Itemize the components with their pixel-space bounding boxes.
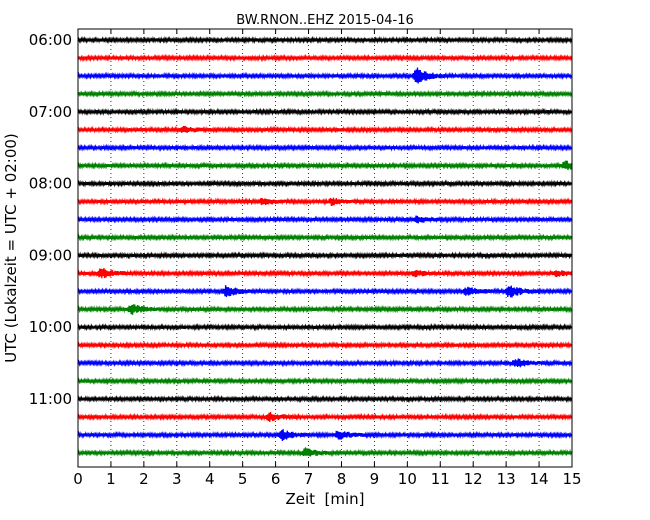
trace-1045 (77, 376, 573, 386)
y-tick-label: 10:00 (29, 318, 72, 336)
y-tick-label: 11:00 (29, 390, 72, 408)
trace-0800 (77, 179, 573, 188)
x-tick-label: 10 (398, 470, 417, 488)
trace-1015 (77, 341, 573, 350)
trace-0615 (77, 53, 573, 63)
trace-0930 (77, 285, 573, 298)
traces (77, 35, 573, 458)
trace-1145 (77, 447, 573, 458)
x-tick-label: 4 (205, 470, 215, 488)
x-tick-label: 12 (464, 470, 483, 488)
x-tick-label: 5 (238, 470, 248, 488)
trace-0700 (77, 107, 573, 116)
y-tick-label: 07:00 (29, 103, 72, 121)
trace-0845 (77, 233, 573, 242)
y-axis: 06:00 07:00 08:00 09:00 10:00 11:00 (29, 31, 572, 408)
trace-1000 (77, 323, 573, 332)
x-axis: 0 1 2 3 4 5 6 7 8 9 10 11 12 13 14 15 (73, 29, 582, 488)
trace-0630 (77, 67, 573, 84)
y-tick-label: 09:00 (29, 246, 72, 264)
x-tick-label: 0 (73, 470, 83, 488)
x-tick-label: 1 (106, 470, 116, 488)
trace-0945 (77, 304, 573, 315)
x-tick-label: 13 (497, 470, 516, 488)
chart-title: BW.RNON..EHZ 2015-04-16 (236, 13, 414, 28)
trace-0600 (77, 35, 573, 45)
y-axis-label: UTC (Lokalzeit = UTC + 02:00) (2, 133, 20, 363)
x-tick-label: 6 (271, 470, 281, 488)
plot-frame (77, 28, 573, 468)
trace-0715 (77, 125, 573, 134)
x-axis-label: Zeit [min] (285, 490, 364, 508)
trace-0745 (77, 160, 573, 170)
x-tick-label: 3 (172, 470, 182, 488)
trace-0915 (77, 267, 573, 279)
trace-0645 (77, 89, 573, 98)
trace-0815 (77, 197, 573, 206)
x-tick-label: 2 (139, 470, 149, 488)
y-tick-label: 06:00 (29, 31, 72, 49)
x-tick-label: 9 (370, 470, 380, 488)
trace-1130 (77, 429, 573, 442)
trace-0900 (77, 251, 573, 260)
x-tick-label: 15 (562, 470, 581, 488)
x-tick-label: 7 (304, 470, 314, 488)
x-tick-label: 8 (337, 470, 347, 488)
trace-1100 (77, 394, 573, 404)
x-tick-label: 14 (530, 470, 549, 488)
y-tick-label: 08:00 (29, 175, 72, 193)
trace-1030 (77, 358, 573, 368)
x-tick-label: 11 (431, 470, 450, 488)
trace-1115 (77, 412, 573, 422)
trace-0730 (77, 143, 573, 152)
trace-0830 (77, 215, 573, 224)
